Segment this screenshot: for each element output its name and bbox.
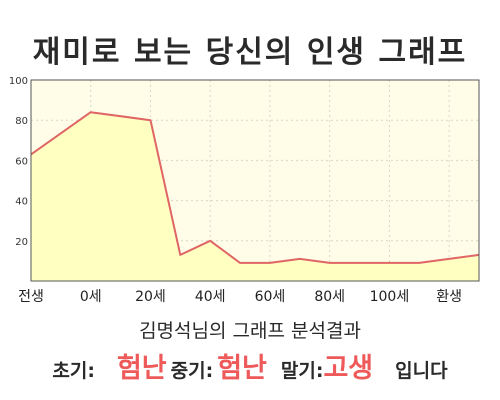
x-tick-label: 0세: [80, 289, 102, 305]
y-tick-label: 100: [9, 76, 28, 87]
x-tick-label: 100세: [370, 289, 410, 305]
mid-label: 중기:: [170, 360, 214, 382]
early-value: 험난: [116, 353, 167, 384]
plot-frame: [30, 79, 480, 282]
early-label: 초기:: [52, 360, 95, 382]
area-fill: [31, 112, 479, 281]
y-tick-label: 20: [15, 237, 28, 248]
x-tick-label: 40세: [195, 289, 226, 305]
x-tick-label: 60세: [255, 289, 286, 305]
summary-suffix: 입니다: [395, 360, 448, 382]
y-tick-label: 60: [15, 156, 28, 167]
chart-title: 재미로 보는 당신의 인생 그래프: [32, 35, 468, 70]
summary-title: 김명석님의 그래프 분석결과: [139, 320, 361, 342]
late-label: 말기:: [280, 360, 324, 382]
late-value: 고생: [323, 353, 374, 384]
y-tick-label: 80: [15, 116, 28, 127]
y-tick-label: 40: [15, 197, 28, 208]
x-tick-label: 80세: [314, 289, 345, 305]
summary-line: 초기: 험난 중기: 험난 말기:고생 입니다: [0, 346, 500, 384]
x-tick-label: 환생: [436, 289, 462, 305]
x-axis-ticks: 전생 0세 20세 40세 60세 80세 100세 환생: [18, 289, 462, 305]
series-line: [30, 111, 480, 264]
mid-value: 험난: [217, 353, 267, 384]
y-axis-ticks: 20 40 60 80 100: [9, 76, 28, 248]
x-tick-label: 20세: [135, 289, 166, 305]
x-tick-label: 전생: [18, 289, 44, 305]
